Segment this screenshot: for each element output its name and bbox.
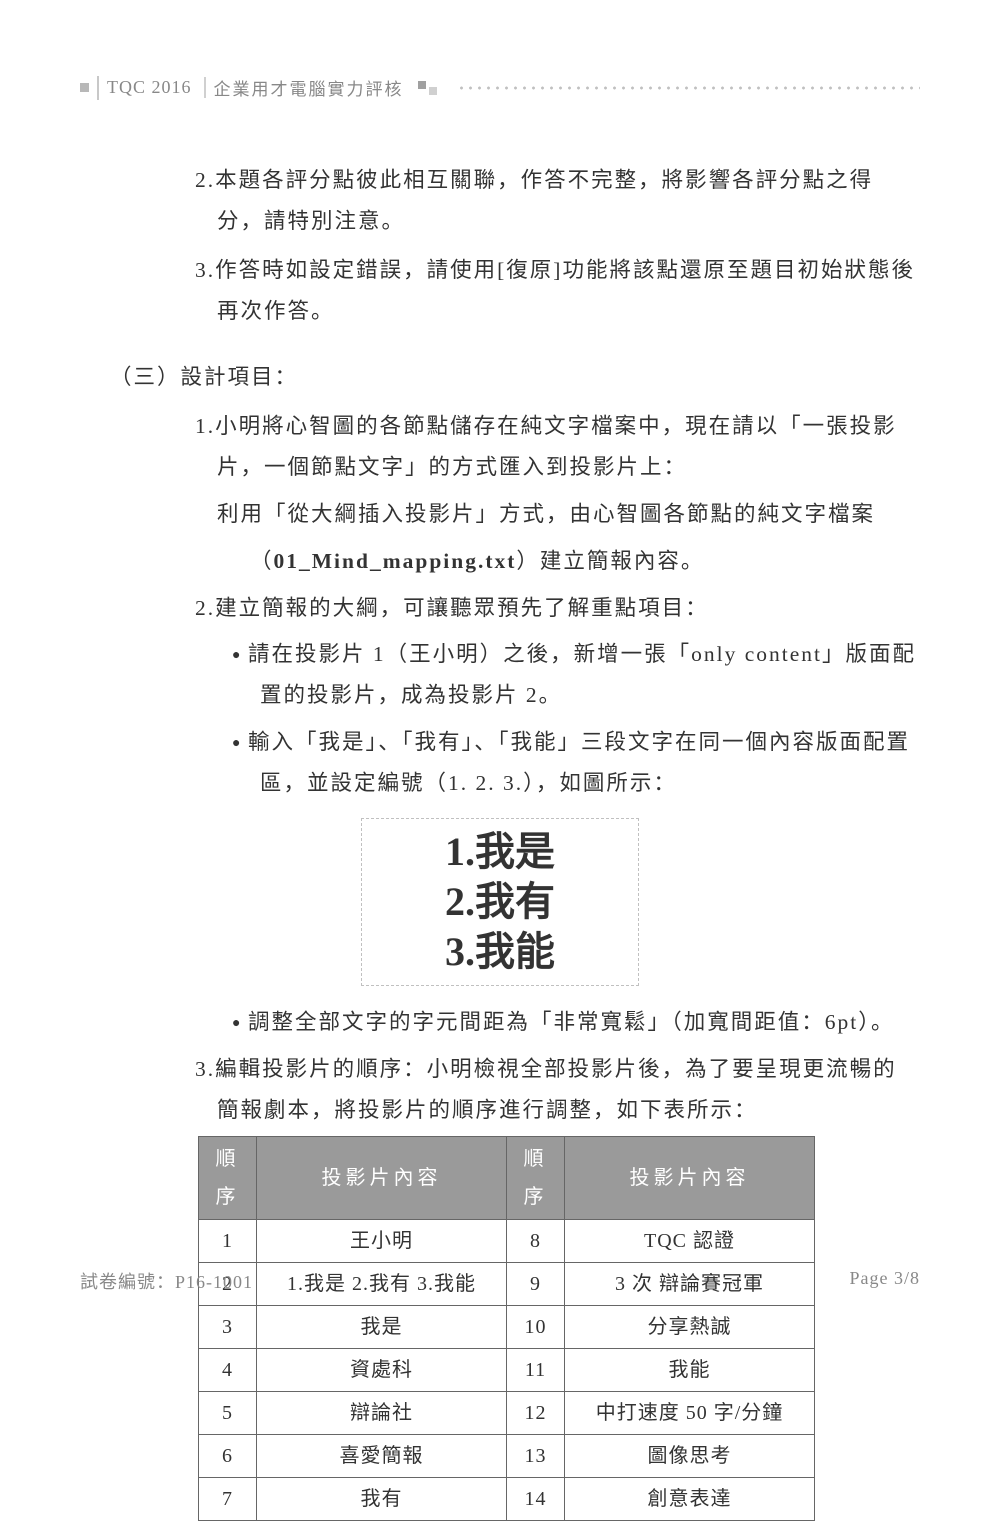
note-item-2: 2.本題各評分點彼此相互關聯，作答不完整，將影響各評分點之得分，請特別注意。 [195, 160, 920, 242]
th-content-1: 投影片內容 [257, 1137, 507, 1220]
footer-exam-code: 試卷編號：P16-1001 [80, 1268, 253, 1294]
cell-content: 分享熱誠 [565, 1306, 815, 1349]
cell-content: 王小明 [257, 1220, 507, 1263]
cell-content: 我有 [257, 1478, 507, 1521]
cell-content: 創意表達 [565, 1478, 815, 1521]
header-square-deco [80, 83, 89, 92]
page-header: TQC 2016 企業用才電腦實力評核 [80, 75, 920, 100]
th-order-1: 順序 [199, 1137, 257, 1220]
cell-content: 中打速度 50 字/分鐘 [565, 1392, 815, 1435]
cell-order: 10 [507, 1306, 565, 1349]
cell-order: 3 [199, 1306, 257, 1349]
figure-line-3: 3.我能 [362, 927, 638, 977]
cell-content: 資處科 [257, 1349, 507, 1392]
cell-content: 我能 [565, 1349, 815, 1392]
header-title: TQC 2016 [107, 77, 206, 98]
th-order-2: 順序 [507, 1137, 565, 1220]
design-item-2: 2.建立簡報的大綱，可讓聽眾預先了解重點項目： [195, 588, 920, 629]
figure-line-1: 1.我是 [362, 827, 638, 877]
slide-order-table: 順序 投影片內容 順序 投影片內容 1王小明8TQC 認證21.我是 2.我有 … [198, 1136, 815, 1521]
filename-bold: 01_Mind_mapping.txt [274, 549, 517, 573]
example-figure: 1.我是 2.我有 3.我能 [361, 818, 639, 986]
table-row: 1王小明8TQC 認證 [199, 1220, 815, 1263]
header-squares-deco [418, 81, 437, 95]
cell-content: 圖像思考 [565, 1435, 815, 1478]
cell-order: 7 [199, 1478, 257, 1521]
figure-line-2: 2.我有 [362, 877, 638, 927]
design-item-1-file: （01_Mind_mapping.txt）建立簡報內容。 [250, 541, 920, 582]
table-row: 7我有14創意表達 [199, 1478, 815, 1521]
cell-order: 14 [507, 1478, 565, 1521]
paren-close: ）建立簡報內容。 [516, 549, 704, 573]
cell-order: 6 [199, 1435, 257, 1478]
cell-content: 喜愛簡報 [257, 1435, 507, 1478]
cell-content: 辯論社 [257, 1392, 507, 1435]
cell-order: 1 [199, 1220, 257, 1263]
note-item-3: 3.作答時如設定錯誤，請使用[復原]功能將該點還原至題目初始狀態後再次作答。 [195, 250, 920, 332]
th-content-2: 投影片內容 [565, 1137, 815, 1220]
design-item-3: 3.編輯投影片的順序：小明檢視全部投影片後，為了要呈現更流暢的簡報劇本，將投影片… [195, 1049, 920, 1131]
design-item-1: 1.小明將心智圖的各節點儲存在純文字檔案中，現在請以「一張投影片，一個節點文字」… [195, 406, 920, 488]
header-subtitle: 企業用才電腦實力評核 [214, 75, 404, 100]
cell-content: 我是 [257, 1306, 507, 1349]
header-divider [97, 76, 99, 100]
cell-order: 12 [507, 1392, 565, 1435]
table-row: 5辯論社12中打速度 50 字/分鐘 [199, 1392, 815, 1435]
paren-open: （ [250, 549, 274, 573]
design-item-1-cont: 利用「從大綱插入投影片」方式，由心智圖各節點的純文字檔案 [217, 494, 920, 535]
document-body: 2.本題各評分點彼此相互關聯，作答不完整，將影響各評分點之得分，請特別注意。 3… [80, 160, 920, 1521]
cell-order: 4 [199, 1349, 257, 1392]
header-dotted-line [457, 86, 921, 90]
cell-order: 5 [199, 1392, 257, 1435]
design-2-bullet-3: 調整全部文字的字元間距為「非常寬鬆」（加寬間距值：6pt）。 [232, 1002, 920, 1043]
cell-content: TQC 認證 [565, 1220, 815, 1263]
table-body: 1王小明8TQC 認證21.我是 2.我有 3.我能93 次 辯論賽冠軍3我是1… [199, 1220, 815, 1521]
cell-order: 8 [507, 1220, 565, 1263]
cell-order: 11 [507, 1349, 565, 1392]
table-header-row: 順序 投影片內容 順序 投影片內容 [199, 1137, 815, 1220]
page-footer: 試卷編號：P16-1001 Page 3/8 [80, 1268, 920, 1294]
section-3-title: （三）設計項目： [110, 357, 920, 398]
table-row: 3我是10分享熱誠 [199, 1306, 815, 1349]
design-2-bullet-1: 請在投影片 1（王小明）之後，新增一張「only content」版面配置的投影… [232, 634, 920, 716]
design-2-bullet-2: 輸入「我是」、「我有」、「我能」三段文字在同一個內容版面配置區，並設定編號（1.… [232, 722, 920, 804]
footer-page-number: Page 3/8 [850, 1268, 921, 1294]
cell-order: 13 [507, 1435, 565, 1478]
table-row: 6喜愛簡報13圖像思考 [199, 1435, 815, 1478]
table-row: 4資處科11我能 [199, 1349, 815, 1392]
